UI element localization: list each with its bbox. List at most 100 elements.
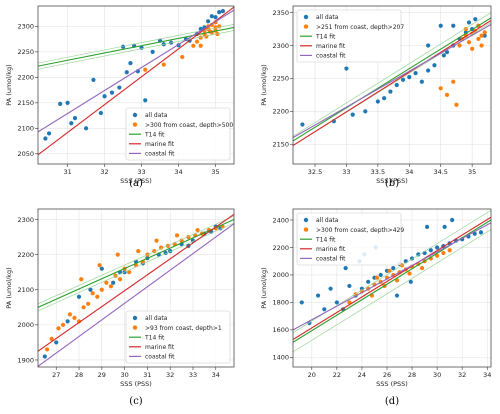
data-point-all [391, 265, 396, 271]
y-tick-label: 2250 [17, 48, 34, 56]
y-axis-label: PA (umol/kg) [5, 267, 13, 308]
data-point-subset [115, 252, 120, 257]
fit-line-marine-fit [38, 213, 234, 352]
chart-panel: 20 22 24 26 28 30 32 34 1400 1600 1800 2000 2200 2400… [260, 208, 491, 407]
legend-label: coastal fit [316, 53, 346, 60]
data-point-all [450, 217, 455, 223]
x-tick-label: 32.5 [308, 168, 322, 176]
data-point-all [413, 71, 418, 76]
data-point-all [98, 110, 103, 116]
data-point-all [315, 293, 321, 298]
legend: all data >300 from coast, depth>500 T14 fi… [125, 107, 233, 161]
x-tick-label: 26 [383, 371, 391, 379]
data-point-all [46, 131, 52, 136]
fit-line-marine-fit [293, 20, 491, 147]
y-tick-label: 2000 [272, 271, 289, 279]
y-tick-label: 2250 [272, 75, 289, 83]
plot-frame [292, 5, 492, 165]
data-point-subset [158, 245, 164, 250]
data-point-all [378, 272, 383, 278]
legend-label: marine fit [316, 246, 346, 253]
fit-line-t14-fit-upper [38, 215, 234, 305]
x-tick-label: 30 [433, 371, 441, 379]
legend-label: all data [316, 217, 339, 224]
fit-line-t14-fit [38, 26, 234, 67]
data-point-all [217, 10, 222, 15]
data-point-all [466, 20, 472, 25]
legend-label: T14 fit [315, 236, 336, 243]
data-point-subset [438, 86, 443, 91]
data-point-subset [49, 336, 54, 342]
y-tick-label: 2300 [17, 23, 34, 31]
panel-caption: (b) [385, 178, 399, 189]
y-tick-label: 1800 [272, 299, 289, 307]
data-point-subset [90, 291, 95, 296]
data-point-subset [447, 248, 452, 253]
data-point-subset [444, 92, 450, 97]
data-point-subset [95, 294, 100, 299]
y-tick-label: 2300 [272, 42, 289, 50]
x-tick-label: 32 [166, 371, 174, 379]
legend-label: coastal fit [316, 256, 346, 263]
y-axis-label: PA (umol/kg) [5, 64, 13, 105]
legend-label: marine fit [316, 43, 346, 50]
data-point-all [394, 82, 399, 88]
data-point-all [366, 279, 371, 284]
fit-line-coastal-fit [293, 23, 491, 139]
data-point-subset [441, 250, 446, 256]
data-point-all [91, 77, 96, 83]
x-tick-label: 34 [405, 168, 413, 176]
y-tick-label: 2100 [17, 286, 34, 294]
legend-marker-all-data [132, 112, 138, 118]
data-point-all [407, 75, 412, 80]
plot-content [38, 6, 234, 156]
fit-line-marine-fit [38, 6, 234, 156]
y-tick-label: 2400 [272, 216, 289, 224]
data-point-all [300, 122, 305, 127]
x-tick-label: 28 [408, 371, 416, 379]
legend-marker-subset [303, 24, 309, 29]
data-point-all [88, 287, 93, 292]
chart-panel: 32.5 33 33.5 34 34.5 35 2150 2200 2250 2300 2350 SS… [260, 5, 492, 189]
fit-line-t14-fit-lower [293, 229, 491, 353]
data-point-all [76, 294, 82, 299]
x-axis-label: SSS (PSS) [376, 177, 408, 185]
y-tick-label: 2150 [272, 141, 289, 149]
data-point-all [143, 98, 148, 103]
plot-frame [37, 5, 235, 165]
x-axis-label: SSS (PSS) [376, 380, 408, 388]
plot-content [38, 213, 234, 367]
panel-caption: (d) [385, 396, 399, 407]
data-point-subset [191, 43, 196, 48]
data-point-all [65, 319, 70, 324]
data-point-all [426, 68, 431, 73]
data-point-subset [117, 277, 123, 282]
data-point-all [322, 307, 327, 312]
data-point-all [209, 14, 214, 19]
data-point-all [220, 8, 226, 14]
data-point-subset [143, 67, 148, 72]
x-tick-label: 34 [174, 168, 182, 176]
x-tick-label: 33 [137, 168, 145, 176]
chart-panel: 27 28 29 30 31 32 33 34 1900 2000 2100 2200 2300 SSS … [5, 208, 235, 407]
data-point-all [451, 23, 456, 28]
data-point-subset [479, 43, 484, 48]
data-point-all [432, 63, 437, 68]
data-point-all [375, 99, 380, 104]
x-tick-label: 34.5 [433, 168, 447, 176]
data-point-all [128, 60, 133, 66]
fit-line-coastal-fit [38, 223, 234, 367]
data-point-subset [79, 277, 84, 282]
data-point-all [99, 266, 104, 271]
data-point-subset [81, 305, 86, 310]
data-point-subset [454, 102, 459, 107]
legend-box [125, 107, 231, 161]
data-point-all [343, 265, 348, 271]
data-point-subset [127, 270, 132, 275]
x-tick-label: 33.5 [371, 168, 385, 176]
legend-label: >300 from coast, depth>500 [145, 122, 233, 129]
legend-label: all data [145, 112, 168, 119]
data-point-all [428, 248, 433, 253]
fit-line-t14-fit [293, 17, 491, 142]
